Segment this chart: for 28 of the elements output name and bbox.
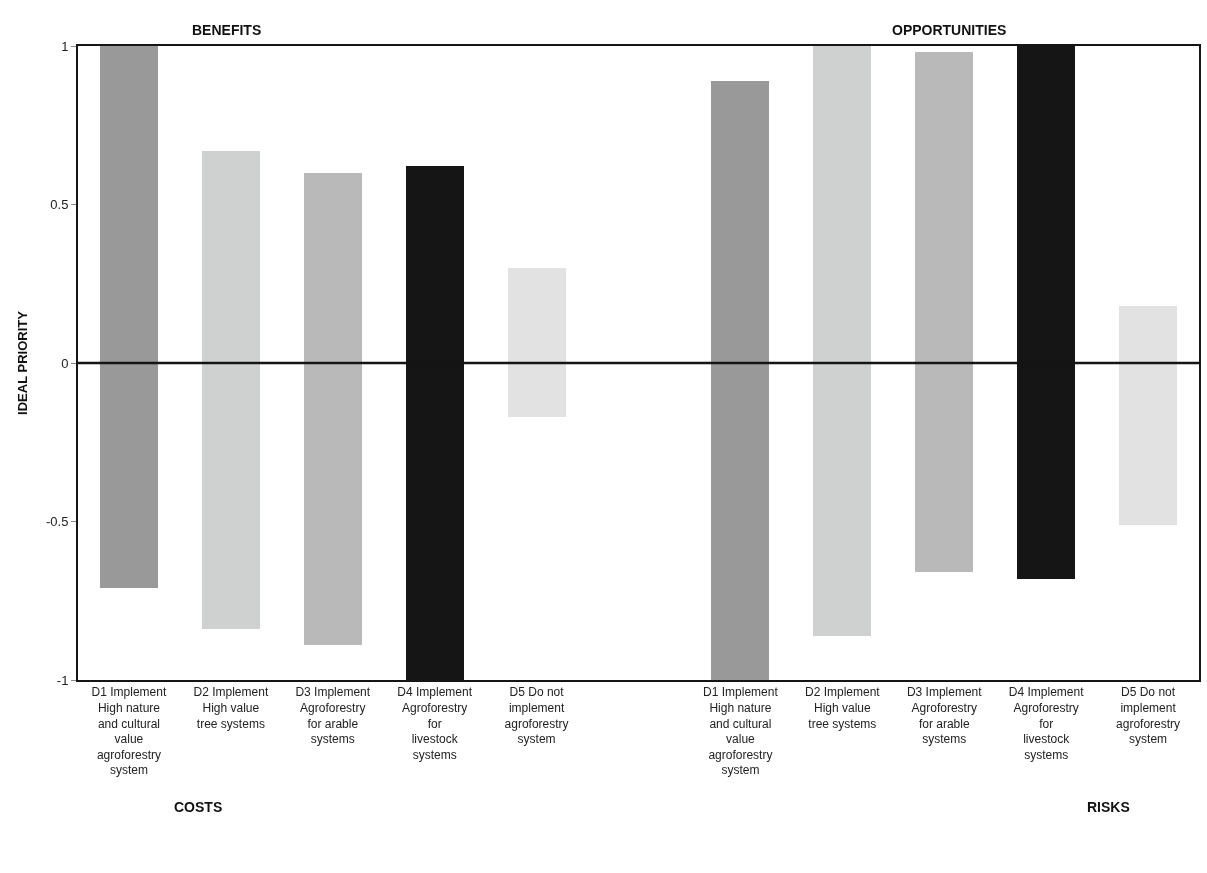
- bar: [304, 173, 362, 645]
- bar: [100, 46, 158, 588]
- x-tick-label: D2 Implement High value tree systems: [804, 685, 881, 731]
- text: RISKS: [1087, 799, 1130, 815]
- x-tick-label: D1 Implement High nature and cultural value agroforestry system: [703, 685, 779, 778]
- text: COSTS: [174, 799, 223, 815]
- y-tick-label: -1: [56, 672, 69, 688]
- x-tick-label: D2 Implement High value tree systems: [193, 685, 269, 731]
- y-tick-label: 1: [61, 38, 69, 54]
- x-tick-label: D4 Implement Agroforestry for livestock systems: [1008, 685, 1085, 762]
- x-tick-label: D5 Do not implement agroforestry system: [1116, 685, 1181, 747]
- x-tick-label: D3 Implement Agroforestry for arable systems: [906, 685, 983, 747]
- x-tick-label: D1 Implement High nature and cultural value agroforestry system: [91, 685, 167, 778]
- y-tick-label: 0: [61, 355, 69, 371]
- bar: [202, 151, 260, 629]
- bar: [711, 81, 769, 680]
- bar: [1119, 306, 1177, 525]
- bar: [915, 52, 973, 572]
- bar: [508, 268, 566, 417]
- x-tick-label: D3 Implement Agroforestry for arable systems: [295, 685, 371, 747]
- y-tick-label: 0.5: [50, 197, 69, 213]
- y-axis-title: IDEAL PRIORITY: [15, 310, 31, 415]
- x-tick-label: D5 Do not implement agroforestry system: [504, 685, 569, 747]
- x-tick-label: D4 Implement Agroforestry for livestock systems: [397, 685, 473, 762]
- bar: [813, 46, 871, 636]
- y-tick-label: -0.5: [45, 514, 69, 530]
- text: BENEFITS: [192, 22, 262, 38]
- text: OPPORTUNITIES: [892, 22, 1007, 38]
